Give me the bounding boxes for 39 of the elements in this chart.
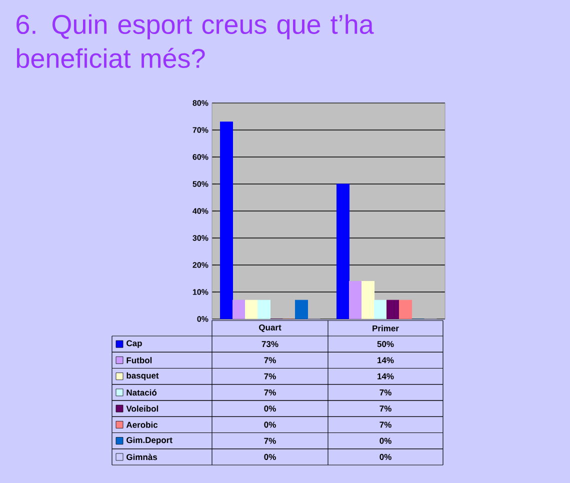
y-tick-label: 70% <box>192 127 208 133</box>
data-label: 7% <box>264 373 276 380</box>
data-label: 0% <box>264 422 276 428</box>
data-label: 0% <box>380 454 392 460</box>
y-tick-label: 40% <box>192 208 208 214</box>
y-tick-label: 10% <box>192 289 208 295</box>
data-label: 7% <box>380 406 392 412</box>
data-label: 7% <box>264 438 276 444</box>
bar <box>374 300 388 319</box>
bar <box>258 300 270 319</box>
data-label: 14% <box>378 373 394 380</box>
data-label: 7% <box>380 389 392 396</box>
legend-label: Voleibol <box>126 405 158 412</box>
y-tick-label: 80% <box>192 100 208 106</box>
legend-label: Cap <box>126 340 142 348</box>
data-label: 14% <box>378 357 394 364</box>
data-label: 73% <box>262 341 278 348</box>
y-tick-label: 20% <box>192 262 208 268</box>
y-tick-label: 50% <box>192 181 208 187</box>
legend-label: basquet <box>126 372 159 380</box>
legend-label: Futbol <box>126 357 152 364</box>
bar <box>399 300 412 319</box>
data-label: 7% <box>264 357 276 364</box>
y-tick-label: 30% <box>192 235 208 241</box>
legend-label: Natació <box>126 389 157 396</box>
chart-title: 6. Quin esport creus que t’ha beneficiat més? <box>16 14 374 68</box>
y-tick-label: 60% <box>192 154 208 160</box>
data-label: 7% <box>380 422 392 428</box>
legend-label: Gim.Deport <box>126 436 172 445</box>
data-label: 0% <box>264 406 276 412</box>
data-label: 7% <box>264 389 276 396</box>
x-tick-label: Quart <box>259 324 282 332</box>
y-tick-label: 0% <box>197 316 208 322</box>
data-label: 0% <box>264 454 276 460</box>
legend-label: Gimnàs <box>126 454 158 460</box>
x-tick-label: Primer <box>372 325 399 332</box>
data-label: 0% <box>380 438 392 444</box>
legend-label: Aerobic <box>126 422 158 428</box>
data-label: 50% <box>377 341 394 348</box>
